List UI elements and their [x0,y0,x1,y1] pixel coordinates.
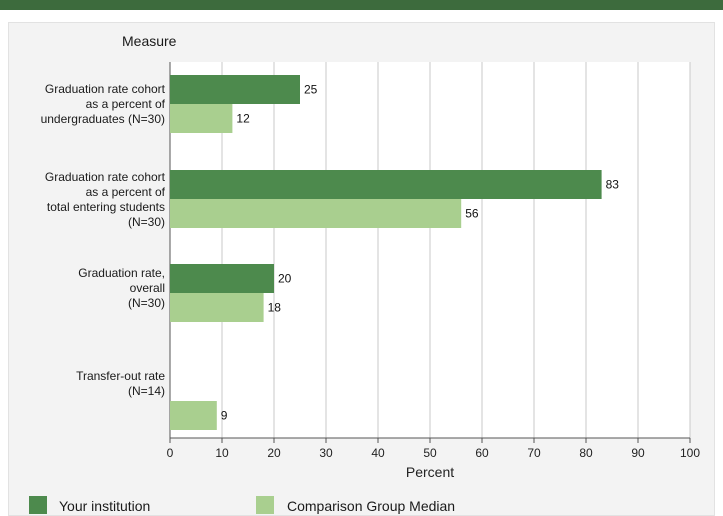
bar-series-0-cat-2 [170,264,274,293]
top-rule [0,0,723,10]
bar-series-1-cat-3 [170,401,217,430]
data-label-series-1-cat-3: 9 [221,409,228,423]
category-label-4: Transfer-out rate (N=14) [76,369,165,398]
tick-label-70: 70 [527,446,541,460]
tick-label-20: 20 [267,446,281,460]
category-label-2: Graduation rate cohort as a percent of t… [44,170,165,229]
data-label-series-0-cat-1: 83 [606,178,620,192]
category-label-3: Graduation rate, overall (N=30) [78,266,165,310]
legend-swatch-your-institution [29,496,47,514]
bar-series-1-cat-0 [170,104,233,133]
chart-title: Measure [122,33,177,49]
data-label-series-1-cat-2: 18 [268,301,282,315]
legend-label-your-institution: Your institution [59,498,151,514]
data-label-series-1-cat-1: 56 [465,207,479,221]
tick-label-30: 30 [319,446,333,460]
data-label-series-0-cat-2: 20 [278,272,292,286]
bar-series-1-cat-2 [170,293,264,322]
tick-label-10: 10 [215,446,229,460]
bar-series-1-cat-1 [170,199,462,228]
bar-series-0-cat-0 [170,75,300,104]
data-label-series-1-cat-0: 12 [236,112,250,126]
legend-swatch-comparison-median [256,496,274,514]
tick-label-80: 80 [579,446,593,460]
tick-label-90: 90 [631,446,645,460]
tick-label-50: 50 [423,446,437,460]
tick-label-0: 0 [167,446,174,460]
legend-label-comparison-median: Comparison Group Median [287,498,456,514]
tick-label-100: 100 [680,446,700,460]
tick-label-40: 40 [371,446,385,460]
x-axis-label: Percent [406,464,454,480]
category-label-1: Graduation rate cohort as a percent of u… [40,82,165,126]
bar-series-0-cat-1 [170,170,602,199]
data-label-series-0-cat-0: 25 [304,83,318,97]
tick-label-60: 60 [475,446,489,460]
